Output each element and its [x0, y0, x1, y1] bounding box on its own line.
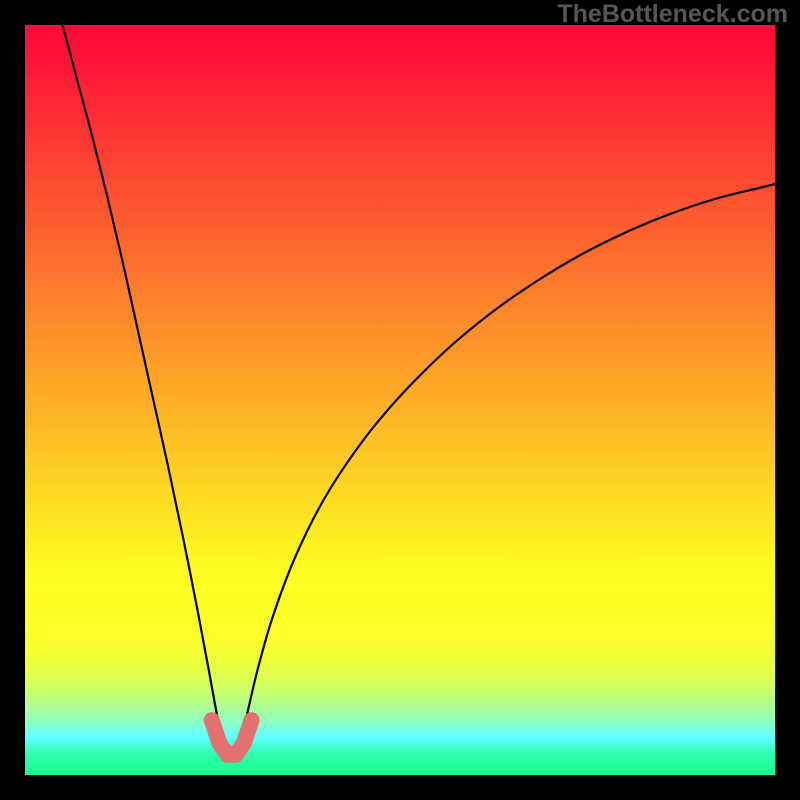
frame-border-right: [775, 0, 800, 800]
marker-dot: [236, 735, 252, 751]
bottleneck-curve-chart: [0, 0, 800, 800]
marker-dot: [244, 712, 260, 728]
chart-background: [25, 25, 775, 775]
frame-border-left: [0, 0, 25, 800]
marker-dot: [204, 712, 220, 728]
watermark-text: TheBottleneck.com: [557, 0, 788, 29]
frame-border-bottom: [0, 775, 800, 800]
